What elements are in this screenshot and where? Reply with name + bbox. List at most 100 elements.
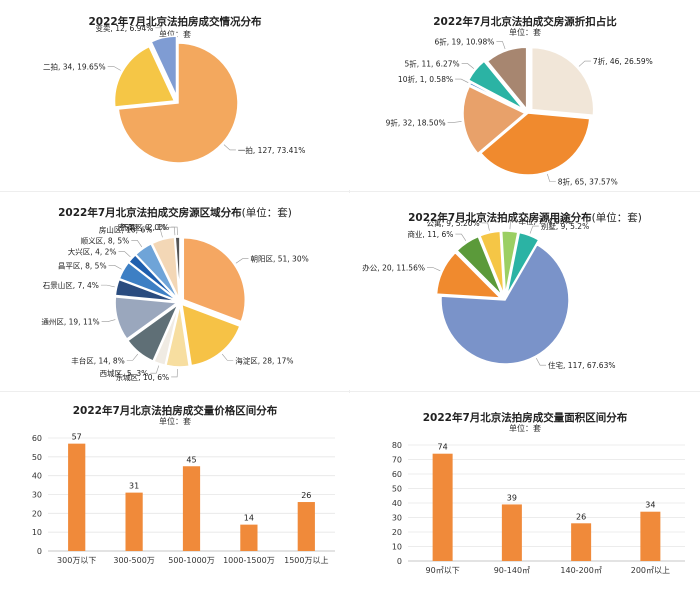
bar-1500万以上: 26 1500万以上 xyxy=(284,491,328,565)
y-tick-label: 60 xyxy=(32,434,42,443)
pie-label: 顺义区, 8, 5% xyxy=(81,236,130,245)
pie-slice-住宅: 住宅, 117, 67.63% xyxy=(440,243,615,370)
bar-300万以下: 57 300万以下 xyxy=(57,433,96,565)
pie-label: 密云区, 0, 0% xyxy=(118,222,167,232)
pie-label: 6折, 19, 10.98% xyxy=(434,36,494,46)
pie-slice-顺义区: 顺义区, 8, 5% xyxy=(81,236,179,301)
bar-chart-area-range: 2022年7月北京法拍房成交量面积区间分布 单位：套 0 10 20 30 40 50 60… xyxy=(350,393,700,597)
pie-slice-shape xyxy=(174,236,181,300)
pie-slice-9折: 9折, 32, 18.50% xyxy=(386,85,527,155)
x-tick-label: 90㎡以下 xyxy=(426,566,460,575)
chart-title: 2022年7月北京法拍成交房源折扣占比 xyxy=(433,16,617,28)
pie-slice-通州区: 通州区, 19, 11% xyxy=(41,296,180,341)
y-tick-label: 0 xyxy=(397,557,402,566)
leader-line xyxy=(455,78,469,83)
x-tick-label: 1500万以上 xyxy=(284,556,328,565)
pie-slice-shape xyxy=(117,42,239,164)
pie-label: 昌平区, 8, 5% xyxy=(58,261,107,270)
bar-rect xyxy=(68,443,86,551)
leader-line xyxy=(529,225,539,234)
x-tick-label: 140-200㎡ xyxy=(560,566,601,575)
bar-1000-1500万: 14 1000-1500万 xyxy=(223,514,275,565)
pie-slice-shape xyxy=(113,45,176,108)
leader-line xyxy=(509,220,517,230)
pie-slice-海淀区: 海淀区, 28, 17% xyxy=(180,303,293,367)
pie-label: 商业, 11, 6% xyxy=(407,229,453,239)
pie-chart-auction-round: 2022年7月北京法拍房成交情况分布 单位：套 一拍, 127, 73.41% 二… xyxy=(0,0,350,190)
leader-line xyxy=(131,240,143,248)
bar-300-500万: 31 300-500万 xyxy=(113,482,154,565)
chart-title-suffix: (单位：套) xyxy=(241,207,292,219)
pie-label: 10折, 1, 0.58% xyxy=(398,74,453,84)
pie-slice-8折: 8折, 65, 37.57% xyxy=(479,112,618,187)
pie-slice-变卖: 变卖, 12, 6.94% xyxy=(95,23,178,97)
leader-line xyxy=(154,229,163,238)
chart-subtitle: 单位：套 xyxy=(159,417,191,426)
pie-label: 海淀区, 28, 17% xyxy=(235,355,293,365)
pie-slice-shape xyxy=(440,243,570,365)
y-tick-label: 40 xyxy=(392,499,402,508)
bar-rect xyxy=(297,502,315,551)
bar-value-label: 26 xyxy=(301,491,311,500)
pie-label: 办公, 20, 11.56% xyxy=(362,263,425,273)
bar-svg: 0 10 20 30 40 50 60 70 80 74 90㎡以下 39 90-140㎡ 26 140-2… xyxy=(392,441,685,575)
bar-rect xyxy=(432,453,453,561)
leader-line xyxy=(107,66,121,71)
bar-svg: 0 10 20 30 40 50 60 57 300万以下 31 300-500万 45 500-100… xyxy=(32,433,335,565)
bar-value-label: 31 xyxy=(129,482,139,491)
pie-label: 丰台区, 14, 8% xyxy=(71,355,124,365)
bar-rect xyxy=(640,511,661,561)
leader-line xyxy=(168,226,176,236)
pie-slice-公寓: 公寓, 9, 5.20% xyxy=(427,218,505,296)
pie-slice-车位: 车位, 7, 4.05% xyxy=(500,216,572,296)
chart-title-suffix: (单位：套) xyxy=(591,212,642,224)
y-tick-label: 10 xyxy=(392,543,402,552)
pie-slice-shape xyxy=(468,81,526,113)
leader-line xyxy=(101,319,116,322)
bar-200-以上: 34 200㎡以上 xyxy=(631,501,670,575)
pie-label: 8折, 65, 37.57% xyxy=(558,177,618,187)
pie-slice-shape xyxy=(114,278,178,303)
pie-slice-shape xyxy=(479,112,591,176)
pie-slice-shape xyxy=(500,230,519,296)
y-tick-label: 60 xyxy=(392,470,402,479)
pie-label: 公寓, 9, 5.20% xyxy=(427,218,480,228)
pie-label: 大兴区, 4, 2% xyxy=(68,247,117,257)
y-tick-label: 30 xyxy=(392,514,402,523)
bar-chart-price-range: 2022年7月北京法拍房成交量价格区间分布 单位：套 0 10 20 30 40 50 60… xyxy=(0,393,350,597)
pie-label: 住宅, 117, 67.63% xyxy=(548,360,615,370)
pie-label: 东城区, 10, 6% xyxy=(116,372,169,382)
pie-label: 7折, 46, 26.59% xyxy=(593,56,653,66)
pie-label: 朝阳区, 51, 30% xyxy=(250,255,308,264)
pie-slice-shape xyxy=(114,296,180,341)
pie-slice-商业: 商业, 11, 6% xyxy=(407,229,503,297)
pie-slice-怀柔区: 怀柔区, 2, 1% xyxy=(120,222,181,300)
leader-line xyxy=(535,357,547,366)
pie-slice-办公: 办公, 20, 11.56% xyxy=(362,251,503,299)
pie-slice-shape xyxy=(506,231,540,296)
pie-label: 二拍, 34, 19.65% xyxy=(43,61,106,71)
pie-slice-shape xyxy=(126,302,180,363)
y-tick-label: 30 xyxy=(32,491,42,500)
bar-value-label: 74 xyxy=(438,443,448,452)
bar-rect xyxy=(182,466,201,551)
chart-subtitle: 单位：套 xyxy=(509,28,541,37)
pie-slice-shape xyxy=(530,46,595,117)
pie-chart-district: 2022年7月北京法拍成交房源区域分布(单位：套) 朝阳区, 51, 30% 海淀… xyxy=(0,193,350,390)
bar-rect xyxy=(571,523,592,561)
pie-slice-shape xyxy=(455,235,503,297)
pie-slice-丰台区: 丰台区, 14, 8% xyxy=(71,302,180,365)
leader-line xyxy=(455,233,467,241)
pie-label: 变卖, 12, 6.94% xyxy=(95,23,153,33)
pie-chart-discount: 2022年7月北京法拍成交房源折扣占比 单位：套 7折, 46, 26.59% 8… xyxy=(350,0,700,190)
pie-slice-10折: 10折, 1, 0.58% xyxy=(398,74,526,113)
pie-slice-朝阳区: 朝阳区, 51, 30% xyxy=(182,236,309,323)
pie-label: 石景山区, 7, 4% xyxy=(43,280,99,290)
pie-svg: 朝阳区, 51, 30% 海淀区, 28, 17% 东城区, 10, 6%西城区, … xyxy=(41,222,309,382)
pie-svg: 住宅, 117, 67.63% 办公, 20, 11.56% 商业, 11, 6%公… xyxy=(362,216,615,370)
leader-line xyxy=(126,353,139,361)
x-tick-label: 1000-1500万 xyxy=(223,556,275,565)
chart-subtitle: 单位：套 xyxy=(509,424,541,433)
chart-title-main: 2022年7月北京法拍成交房源用途分布 xyxy=(408,212,592,224)
bar-90-以下: 74 90㎡以下 xyxy=(426,443,460,575)
